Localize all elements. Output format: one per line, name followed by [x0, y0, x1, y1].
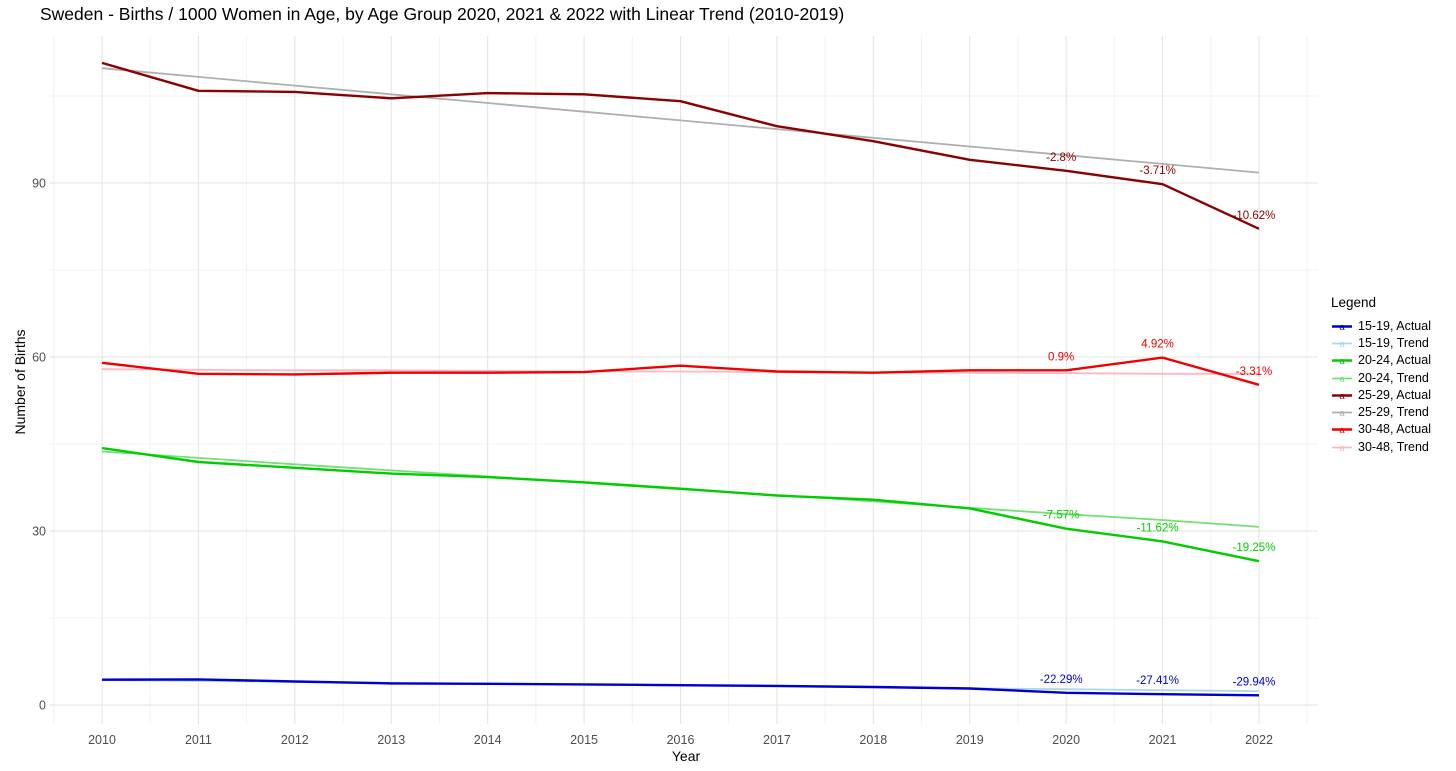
x-tick-label: 2017	[763, 733, 791, 747]
annotation-label: -27.41%	[1136, 675, 1179, 687]
legend-item-label: 25-29, Actual	[1358, 387, 1431, 402]
annotation-label: 0.9%	[1048, 351, 1074, 363]
svg-text:a: a	[1339, 408, 1345, 419]
svg-text:a: a	[1339, 425, 1345, 436]
legend-key-icon: a	[1332, 391, 1352, 402]
legend-item-label: 20-24, Trend	[1358, 370, 1429, 385]
legend-key-icon: a	[1332, 408, 1352, 419]
chart-title: Sweden - Births / 1000 Women in Age, by …	[40, 4, 845, 24]
annotation-label: -10.62%	[1233, 210, 1276, 222]
y-tick-label: 60	[32, 351, 46, 365]
legend-key-icon: a	[1332, 443, 1352, 454]
legend-item: a 30-48, Trend	[1331, 438, 1455, 455]
series-line-25-29-trend	[101, 67, 1260, 174]
legend-item: a 30-48, Actual	[1331, 421, 1455, 438]
legend-key-icon: a	[1332, 374, 1352, 385]
y-tick-label: 90	[32, 177, 46, 191]
legend-key-icon: a	[1332, 425, 1352, 436]
legend-item-label: 25-29, Trend	[1358, 405, 1429, 420]
legend-key-icon: a	[1332, 322, 1352, 333]
annotation-label: 4.92%	[1141, 339, 1174, 351]
x-tick-label: 2016	[667, 733, 695, 747]
legend-item-label: 20-24, Actual	[1358, 353, 1431, 368]
legend-title: Legend	[1331, 295, 1377, 310]
svg-text:a: a	[1339, 443, 1345, 454]
x-tick-label: 2022	[1245, 733, 1273, 747]
annotation-label: -2.8%	[1046, 152, 1076, 164]
x-tick-label: 2011	[185, 733, 212, 747]
series-line-25-29-actual	[101, 61, 1260, 230]
legend-item: a 20-24, Trend	[1331, 369, 1455, 386]
gridlines-major	[50, 36, 1318, 724]
annotation-label: -11.62%	[1137, 522, 1179, 534]
annotation-label: -3.31%	[1236, 366, 1272, 378]
x-axis-title: Year	[671, 748, 701, 764]
series-line-30-48-trend	[101, 368, 1259, 375]
x-tick-label: 2021	[1149, 733, 1177, 747]
annotation-label: -22.29%	[1040, 674, 1083, 686]
x-tick-label: 2013	[377, 733, 405, 747]
y-tick-label: 30	[32, 525, 46, 539]
legend-item-label: 15-19, Actual	[1358, 318, 1431, 333]
legend-item: a 25-29, Trend	[1331, 403, 1455, 420]
x-tick-label: 2020	[1052, 733, 1080, 747]
series-line-15-19-actual	[101, 678, 1260, 697]
x-tick-label: 2014	[474, 733, 502, 747]
legend-item-list: a 15-19, Actual a 15-19, Trend a 20-24, Actua…	[1331, 317, 1455, 455]
annotation-label: -19.25%	[1233, 542, 1276, 554]
y-axis-title: Number of Births	[12, 329, 28, 435]
legend-item-label: 30-48, Actual	[1358, 422, 1431, 437]
legend-item: a 25-29, Actual	[1331, 386, 1455, 403]
legend-item: a 15-19, Trend	[1331, 334, 1455, 351]
svg-text:a: a	[1339, 391, 1345, 402]
annotation-label: -3.71%	[1139, 165, 1175, 177]
legend-item: a 20-24, Actual	[1331, 352, 1455, 369]
x-tick-label: 2010	[88, 733, 116, 747]
legend-item-label: 15-19, Trend	[1358, 335, 1429, 350]
svg-text:a: a	[1339, 356, 1345, 367]
x-tick-label: 2019	[956, 733, 984, 747]
annotation-label: -7.57%	[1043, 510, 1079, 522]
series-line-20-24-actual	[101, 446, 1260, 563]
legend-item: a 15-19, Actual	[1331, 317, 1455, 334]
legend-key-icon: a	[1332, 356, 1352, 367]
y-tick-label: 0	[39, 699, 46, 713]
svg-text:a: a	[1339, 322, 1345, 333]
legend-key-icon: a	[1332, 339, 1352, 350]
gridlines-minor	[50, 36, 1318, 724]
x-tick-label: 2012	[281, 733, 309, 747]
x-tick-label: 2015	[570, 733, 598, 747]
svg-text:a: a	[1339, 374, 1345, 385]
x-tick-label: 2018	[859, 733, 887, 747]
series-line-30-48-actual	[101, 356, 1260, 386]
annotation-label: -29.94%	[1233, 676, 1276, 688]
legend: Legend a 15-19, Actual a 15-19, Trend a 20-24…	[1331, 295, 1455, 455]
svg-text:a: a	[1339, 339, 1345, 350]
legend-item-label: 30-48, Trend	[1358, 439, 1429, 454]
